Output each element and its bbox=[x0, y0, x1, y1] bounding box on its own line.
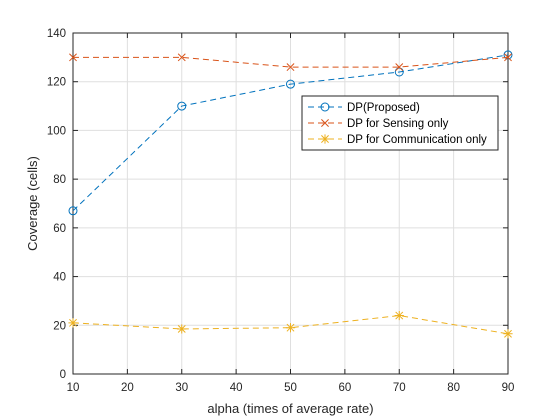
series-3-point bbox=[177, 324, 187, 334]
legend: DP(Proposed) DP for Sensing only DP for Co… bbox=[301, 95, 499, 151]
y-tick-label: 0 bbox=[60, 369, 66, 381]
series-line-2 bbox=[73, 56, 509, 68]
y-tick-label: 20 bbox=[53, 320, 66, 332]
y-tick-label: 80 bbox=[53, 174, 66, 186]
series-2-point bbox=[395, 63, 404, 72]
y-tick-label: 120 bbox=[47, 77, 66, 89]
x-tick-label: 70 bbox=[393, 382, 406, 394]
x-tick-label: 80 bbox=[447, 382, 460, 394]
series-2-point bbox=[177, 53, 186, 62]
y-tick-label: 60 bbox=[53, 223, 66, 235]
series-3-point bbox=[285, 323, 296, 333]
series-3-point bbox=[394, 310, 404, 321]
x-tick-label: 30 bbox=[175, 382, 188, 394]
x-tick-label: 90 bbox=[502, 382, 515, 394]
legend-box bbox=[301, 95, 499, 151]
series-layer bbox=[68, 50, 513, 339]
y-tick-label: 140 bbox=[47, 28, 66, 40]
series-1-point bbox=[177, 101, 187, 111]
series-2-point bbox=[69, 53, 77, 62]
x-tick-label: 10 bbox=[67, 382, 80, 394]
legend-marker-2 bbox=[321, 119, 329, 127]
series-3-point bbox=[68, 318, 78, 328]
series-line-3 bbox=[72, 315, 509, 335]
series-line-1 bbox=[72, 54, 509, 212]
y-axis-label: Coverage (cells) bbox=[25, 156, 40, 251]
y-tick-label: 100 bbox=[47, 125, 66, 137]
legend-label-1: DP(Proposed) bbox=[347, 102, 420, 114]
legend-marker-1 bbox=[320, 102, 330, 112]
series-2-point bbox=[286, 63, 295, 72]
legend-label-2: DP for Sensing only bbox=[347, 118, 449, 130]
series-2-point bbox=[504, 53, 512, 62]
x-tick-label: 40 bbox=[230, 382, 243, 394]
x-axis-label: alpha (times of average rate) bbox=[207, 401, 373, 416]
x-tick-label: 50 bbox=[284, 382, 297, 394]
y-tick-label: 40 bbox=[53, 272, 66, 284]
x-tick-label: 20 bbox=[121, 382, 134, 394]
series-1-point bbox=[394, 67, 404, 77]
x-tick-label: 60 bbox=[338, 382, 351, 394]
series-1-point bbox=[503, 50, 513, 60]
series-1-point bbox=[68, 206, 78, 216]
series-3-point bbox=[503, 329, 513, 339]
legend-label-3: DP for Communication only bbox=[347, 134, 487, 146]
axis-ticks: 10 20 30 40 50 60 70 80 90 0 20 40 60 80 100 120 140 bbox=[47, 28, 515, 394]
legend-marker-3 bbox=[320, 134, 330, 144]
series-1-point bbox=[286, 79, 295, 89]
